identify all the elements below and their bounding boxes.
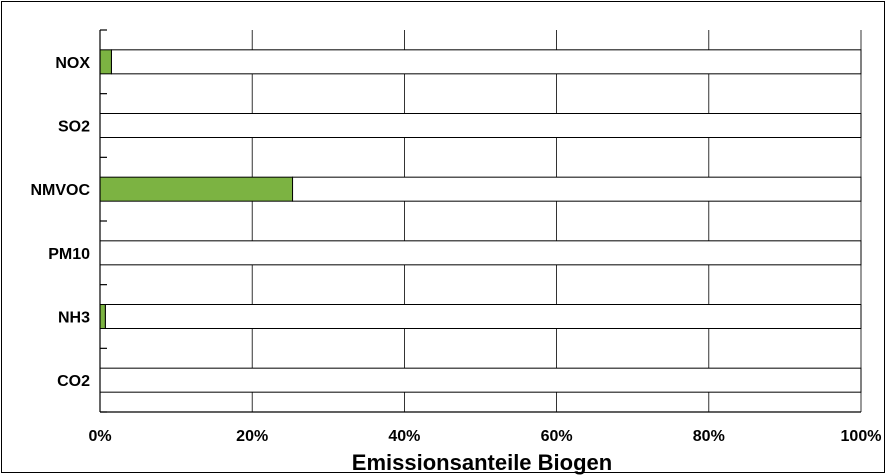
axes bbox=[99, 29, 861, 413]
gridlines bbox=[251, 30, 862, 412]
category-label-nox: NOX bbox=[55, 55, 90, 72]
category-label-co2: CO2 bbox=[57, 373, 90, 390]
category-labels: NOX SO2 NMVOC PM10 NH3 CO2 bbox=[30, 55, 90, 390]
category-label-so2: SO2 bbox=[58, 119, 90, 136]
x-axis-title: Emissionsanteile Biogen bbox=[352, 450, 612, 475]
x-tick-label: 80% bbox=[693, 428, 725, 445]
category-label-nmvoc: NMVOC bbox=[30, 182, 90, 199]
x-tick-labels: 0% 20% 40% 60% 80% 100% bbox=[88, 428, 881, 445]
x-tick-label: 100% bbox=[841, 428, 882, 445]
x-tick-label: 40% bbox=[388, 428, 420, 445]
bar-value-nmvoc bbox=[99, 176, 294, 202]
bar-remainder-pm10 bbox=[99, 240, 862, 266]
bar-value-nox bbox=[99, 49, 112, 75]
x-tick-label: 0% bbox=[88, 428, 111, 445]
bar-remainder-nh3 bbox=[104, 304, 862, 329]
bars bbox=[99, 49, 862, 393]
bar-value-nh3 bbox=[99, 304, 106, 329]
bar-remainder-co2 bbox=[99, 367, 862, 393]
category-label-nh3: NH3 bbox=[58, 310, 90, 327]
category-label-pm10: PM10 bbox=[48, 246, 90, 263]
x-tick-label: 60% bbox=[541, 428, 573, 445]
x-tick-label: 20% bbox=[236, 428, 268, 445]
bar-remainder-so2 bbox=[99, 113, 862, 138]
bar-remainder-nmvoc bbox=[292, 176, 862, 202]
bar-remainder-nox bbox=[110, 49, 862, 75]
